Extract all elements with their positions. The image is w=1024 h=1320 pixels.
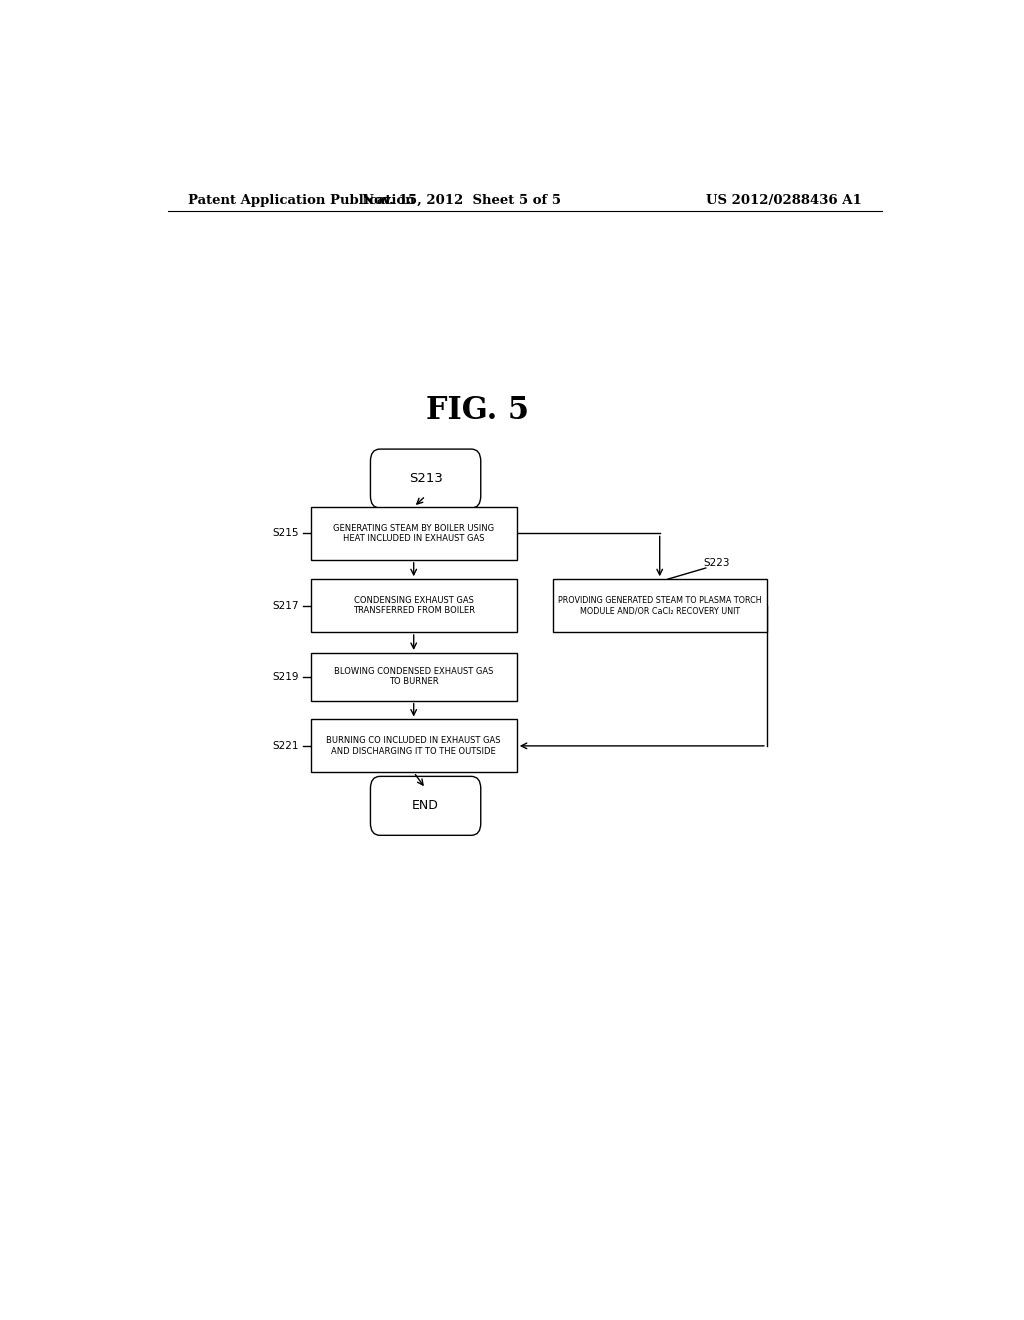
Text: Nov. 15, 2012  Sheet 5 of 5: Nov. 15, 2012 Sheet 5 of 5 xyxy=(361,194,561,206)
Text: S219: S219 xyxy=(272,672,299,681)
Text: S221: S221 xyxy=(272,741,299,751)
FancyBboxPatch shape xyxy=(371,449,480,508)
Text: BLOWING CONDENSED EXHAUST GAS
TO BURNER: BLOWING CONDENSED EXHAUST GAS TO BURNER xyxy=(334,667,494,686)
Bar xyxy=(310,653,517,701)
Text: CONDENSING EXHAUST GAS
TRANSFERRED FROM BOILER: CONDENSING EXHAUST GAS TRANSFERRED FROM … xyxy=(352,595,475,615)
Bar xyxy=(310,579,517,632)
Text: US 2012/0288436 A1: US 2012/0288436 A1 xyxy=(707,194,862,206)
Text: Patent Application Publication: Patent Application Publication xyxy=(187,194,415,206)
Text: GENERATING STEAM BY BOILER USING
HEAT INCLUDED IN EXHAUST GAS: GENERATING STEAM BY BOILER USING HEAT IN… xyxy=(333,524,495,543)
Text: S217: S217 xyxy=(272,601,299,611)
Text: PROVIDING GENERATED STEAM TO PLASMA TORCH
MODULE AND/OR CaCl₂ RECOVERY UNIT: PROVIDING GENERATED STEAM TO PLASMA TORC… xyxy=(558,595,762,615)
FancyBboxPatch shape xyxy=(371,776,480,836)
Text: S213: S213 xyxy=(409,473,442,484)
Text: S223: S223 xyxy=(703,558,730,568)
Bar xyxy=(310,719,517,772)
Bar xyxy=(553,579,767,632)
Text: BURNING CO INCLUDED IN EXHAUST GAS
AND DISCHARGING IT TO THE OUTSIDE: BURNING CO INCLUDED IN EXHAUST GAS AND D… xyxy=(327,737,501,755)
Text: S215: S215 xyxy=(272,528,299,539)
Bar xyxy=(310,507,517,560)
Text: END: END xyxy=(413,800,439,812)
Text: FIG. 5: FIG. 5 xyxy=(426,395,528,426)
